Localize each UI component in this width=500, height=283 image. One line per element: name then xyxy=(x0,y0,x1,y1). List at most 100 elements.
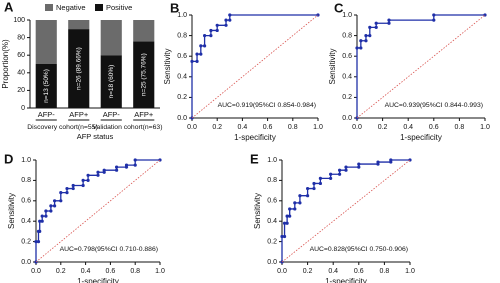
roc-point xyxy=(81,178,85,182)
roc-point xyxy=(224,23,228,27)
x-tick-label: 1.0 xyxy=(405,268,415,275)
y-tick-label: 80 xyxy=(17,34,25,41)
x-tick-label: 0.6 xyxy=(429,124,439,131)
reference-line xyxy=(281,159,411,263)
auc-annotation: AUC=0.939(95%CI 0.844-0.993) xyxy=(385,102,483,109)
legend-swatch xyxy=(95,4,103,11)
bar-segment xyxy=(35,64,57,108)
roc-point xyxy=(293,207,297,211)
y-tick-label: 60 xyxy=(17,52,25,59)
roc-point xyxy=(65,191,69,195)
y-tick-label: 0.8 xyxy=(267,177,277,184)
roc-point xyxy=(374,25,378,29)
x-tick-label: 0.4 xyxy=(403,124,413,131)
roc-point xyxy=(312,186,316,191)
bar-segment xyxy=(100,55,122,108)
roc-point xyxy=(158,158,162,162)
x-tick-label: AFP- xyxy=(103,110,121,119)
y-axis-label: Sensitivity xyxy=(253,193,262,229)
x-axis-label: 1-specificity xyxy=(400,133,442,142)
x-tick-label: 0.6 xyxy=(354,268,364,275)
roc-point xyxy=(285,214,289,218)
y-tick-label: 0.0 xyxy=(177,115,187,122)
roc-point xyxy=(53,204,57,208)
x-tick-label: 0.4 xyxy=(328,268,338,275)
x-tick-label: 1.0 xyxy=(155,268,165,275)
roc-point xyxy=(34,240,38,244)
roc-point xyxy=(306,194,310,198)
y-tick-label: 0.0 xyxy=(21,259,31,266)
roc-point xyxy=(190,59,194,63)
roc-point xyxy=(364,39,368,43)
y-tick-label: 40 xyxy=(17,70,25,77)
y-axis-label: Proportion(%) xyxy=(1,39,10,89)
roc-point xyxy=(133,158,137,162)
y-tick-label: 1.0 xyxy=(267,157,277,164)
roc-point xyxy=(432,13,436,17)
y-tick-label: 100 xyxy=(13,17,25,24)
roc-point xyxy=(115,165,119,169)
legend-swatch xyxy=(45,4,53,11)
x-axis-label: 1-specificity xyxy=(234,133,276,142)
roc-point xyxy=(86,173,90,177)
y-tick-label: 0.6 xyxy=(21,198,31,205)
roc-point xyxy=(195,59,199,63)
x-tick-label: 0.2 xyxy=(378,124,388,131)
x-tick-label: 0.0 xyxy=(187,124,197,131)
bar-segment xyxy=(68,20,90,30)
roc-point xyxy=(71,183,75,188)
x-tick-label: 0.4 xyxy=(81,268,91,275)
roc-point xyxy=(387,21,391,25)
x-tick-label: 0.8 xyxy=(288,124,298,131)
roc-point xyxy=(102,168,106,172)
roc-point xyxy=(49,204,53,208)
y-axis-label: Sensitivity xyxy=(328,48,337,84)
roc-point xyxy=(224,18,228,22)
y-tick-label: 0.2 xyxy=(177,94,187,101)
roc-point xyxy=(282,234,287,239)
roc-point xyxy=(96,173,100,177)
roc-point xyxy=(124,163,129,167)
y-tick-label: 0.2 xyxy=(342,94,352,101)
roc-point xyxy=(71,186,75,191)
auc-annotation: AUC=0.828(95%CI 0.750-0.906) xyxy=(310,246,408,253)
roc-point xyxy=(215,28,219,33)
roc-point xyxy=(209,34,213,38)
roc-point xyxy=(40,219,44,223)
x-tick-label: 0.4 xyxy=(238,124,248,131)
x-tick-label: 1.0 xyxy=(480,124,490,131)
roc-point xyxy=(368,34,372,38)
roc-point xyxy=(432,18,436,22)
roc-point xyxy=(329,176,333,180)
legend-label: Negative xyxy=(56,3,86,12)
y-tick-label: 0.6 xyxy=(267,198,277,205)
y-tick-label: 0.4 xyxy=(267,218,277,225)
panel-label: C xyxy=(334,0,344,15)
y-axis-label: Sensitivity xyxy=(7,193,16,229)
x-axis-label: AFP status xyxy=(77,132,114,141)
y-axis-label: Sensitivity xyxy=(163,48,172,84)
y-tick-label: 0.2 xyxy=(267,238,277,245)
roc-point xyxy=(228,18,232,22)
roc-point xyxy=(376,160,380,164)
panel-label: B xyxy=(170,0,179,15)
roc-point xyxy=(86,178,90,182)
y-tick-label: 0.2 xyxy=(21,238,31,245)
bar-segment xyxy=(68,29,90,109)
x-tick-label: AFP+ xyxy=(69,110,89,119)
y-tick-label: 1.0 xyxy=(177,12,187,19)
roc-point xyxy=(280,234,284,239)
roc-point xyxy=(387,18,391,22)
roc-point xyxy=(368,25,372,29)
x-tick-label: AFP- xyxy=(38,110,56,119)
auc-annotation: AUC=0.919(95%CI 0.854-0.984) xyxy=(218,102,316,109)
bar-label: n=13 (50%) xyxy=(43,69,50,103)
x-tick-label: 1.0 xyxy=(313,124,323,131)
roc-point xyxy=(285,221,289,225)
y-tick-label: 0.8 xyxy=(21,177,31,184)
reference-line xyxy=(356,14,486,119)
y-tick-label: 0.6 xyxy=(342,53,352,60)
x-tick-label: 0.2 xyxy=(212,124,222,131)
y-tick-label: 0.4 xyxy=(342,74,352,81)
y-tick-label: 0.4 xyxy=(21,218,31,225)
